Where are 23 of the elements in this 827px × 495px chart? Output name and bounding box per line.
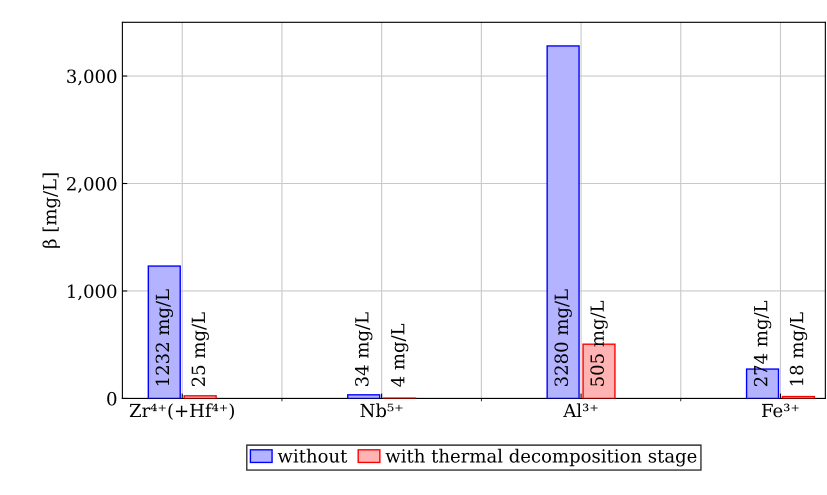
y-axis-title: β [mg/L]: [42, 173, 60, 248]
bar: [184, 395, 217, 398]
x-tick-label: Al³⁺: [563, 403, 598, 418]
x-tick-label: Nb⁵⁺: [360, 403, 402, 418]
data-label: 4 mg/L: [390, 324, 408, 387]
bar: [347, 394, 380, 398]
data-label: 274 mg/L: [754, 300, 772, 386]
y-tick-label: 3,000: [67, 69, 116, 86]
legend-label: without: [278, 448, 348, 463]
data-label: 34 mg/L: [355, 312, 372, 386]
y-tick-label: 1,000: [68, 284, 116, 300]
legend-label: with thermal decomposition stage: [386, 448, 696, 466]
x-tick-label: Fe³⁺: [762, 404, 799, 418]
x-tick-label: Zr⁴⁺(+Hf⁴⁺): [130, 403, 234, 420]
y-tick-label: 0: [107, 392, 116, 406]
data-label: 1232 mg/L: [156, 289, 174, 386]
bar: [148, 265, 181, 398]
data-label: 505 mg/L: [590, 300, 608, 386]
y-tick-label: 2,000: [67, 176, 116, 193]
data-label: 18 mg/L: [790, 312, 808, 386]
bar: [546, 45, 580, 398]
data-label: 25 mg/L: [191, 312, 209, 386]
data-label: 3280 mg/L: [554, 289, 572, 386]
